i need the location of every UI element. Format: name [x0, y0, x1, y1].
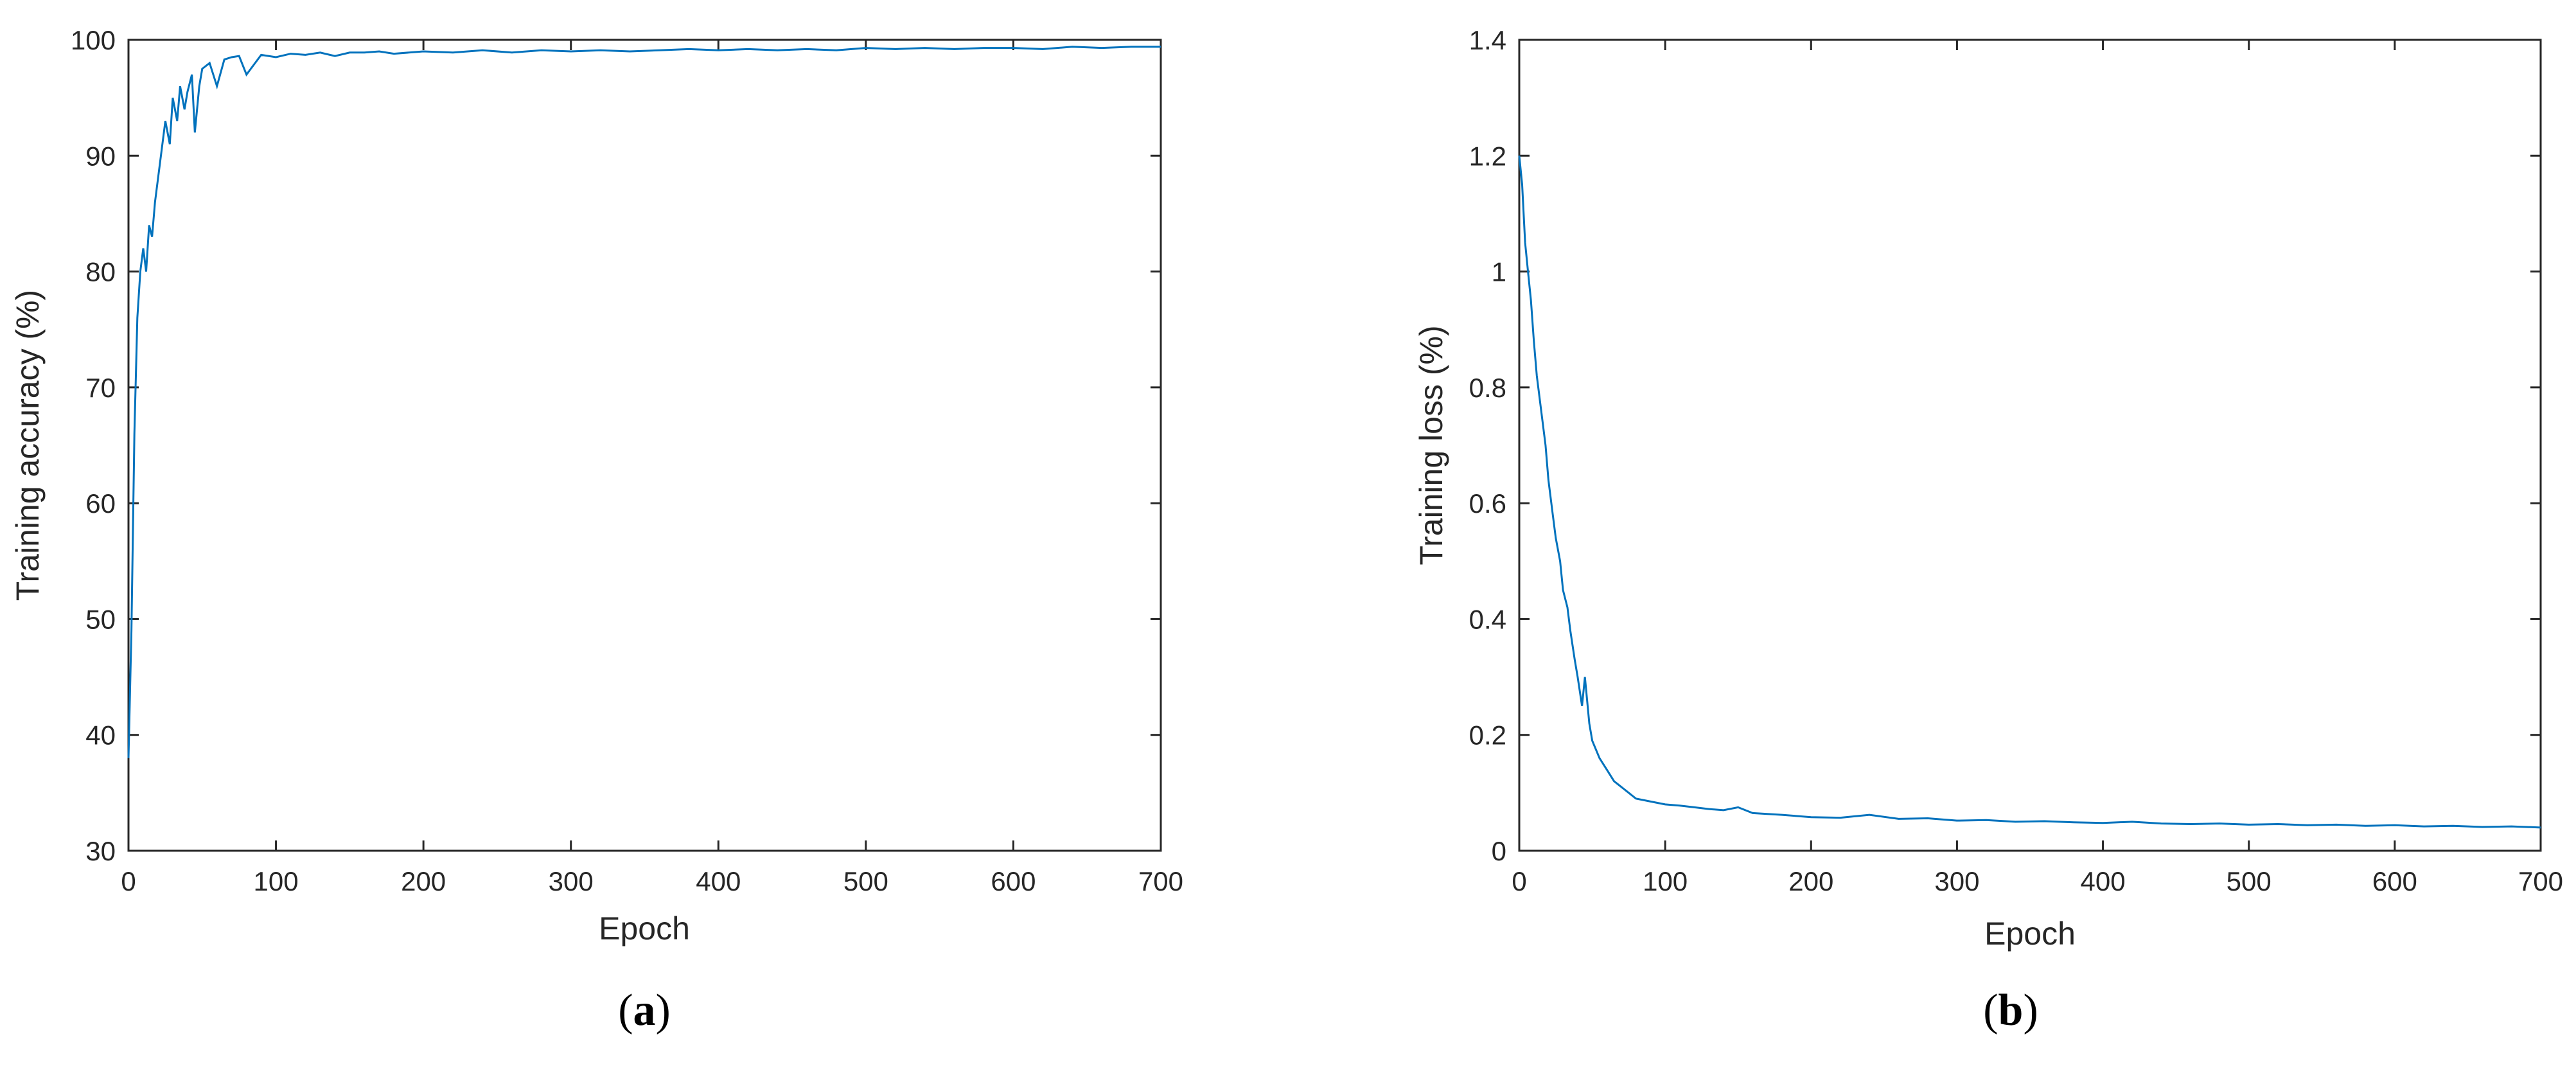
chart-a: 0 100 200 300 400 500 600 70030405060708090100 … [10, 25, 1183, 1035]
caption-b-close: ) [2023, 986, 2038, 1035]
caption-a-letter: a [633, 986, 656, 1035]
chart-a-xtick-label: 500 [843, 866, 888, 896]
chart-a-series-line [127, 46, 1161, 758]
chart-b-xtick-label: 0 [1512, 866, 1526, 896]
chart-a-ytick-label: 40 [85, 720, 116, 751]
caption-a: (a) [618, 986, 671, 1035]
chart-b-xtick-label: 300 [1934, 866, 1979, 896]
chart-a-xtick-label: 700 [1138, 866, 1183, 896]
chart-a-xtick-label: 200 [401, 866, 446, 896]
chart-a-ytick-label: 60 [85, 488, 116, 519]
chart-a-plot-box [127, 39, 1162, 852]
chart-b-plot-box [1518, 39, 2542, 852]
chart-b-xtick-label: 100 [1643, 866, 1688, 896]
chart-a-xtick-label: 300 [549, 866, 594, 896]
chart-b-ylabel: Training loss (%) [1413, 325, 1449, 565]
chart-a-xtick-label: 400 [696, 866, 741, 896]
caption-a-close: ) [656, 986, 671, 1035]
chart-b: 0 100 200 300 400 500 600 700 0 0.2 0.4 0.6 0.8 1 1.2 1… [1413, 25, 2563, 1035]
chart-b-series-line [1518, 155, 2541, 829]
chart-b-xlabel: Epoch [1984, 916, 2076, 952]
chart-b-xtick-label: 700 [2518, 866, 2563, 896]
caption-b-open: ( [1983, 986, 1998, 1035]
chart-b-xtick-label: 200 [1788, 866, 1833, 896]
chart-b-ytick-label: 1.2 [1469, 141, 1506, 171]
chart-b-ytick-label: 0.2 [1469, 720, 1506, 751]
chart-b-ytick-label: 0 [1492, 836, 1506, 866]
chart-b-xtick-label: 600 [2372, 866, 2417, 896]
chart-b-ytick-label: 0.6 [1469, 488, 1506, 519]
caption-a-open: ( [618, 986, 633, 1035]
chart-a-xtick-label: 0 [121, 866, 136, 896]
chart-b-ytick-label: 0.4 [1469, 604, 1506, 634]
chart-a-ytick-label: 50 [85, 604, 116, 634]
chart-b-xtick-label: 500 [2227, 866, 2272, 896]
chart-a-ytick-label: 90 [85, 141, 116, 171]
chart-b-ytick-label: 1.4 [1469, 25, 1506, 55]
chart-a-xtick-label: 600 [991, 866, 1036, 896]
caption-b: (b) [1983, 986, 2038, 1035]
chart-a-xlabel: Epoch [599, 911, 690, 946]
chart-b-xtick-label: 400 [2081, 866, 2126, 896]
chart-a-ytick-label: 80 [85, 257, 116, 287]
chart-a-ytick-label: 100 [71, 25, 116, 55]
chart-a-xtick-label: 100 [254, 866, 299, 896]
chart-a-ytick-label: 30 [85, 836, 116, 866]
chart-b-ytick-label: 1 [1492, 257, 1506, 287]
caption-b-letter: b [1998, 986, 2024, 1035]
chart-a-ylabel: Training accuracy (%) [10, 290, 46, 601]
chart-a-ytick-label: 70 [85, 373, 116, 403]
chart-b-ytick-label: 0.8 [1469, 373, 1506, 403]
